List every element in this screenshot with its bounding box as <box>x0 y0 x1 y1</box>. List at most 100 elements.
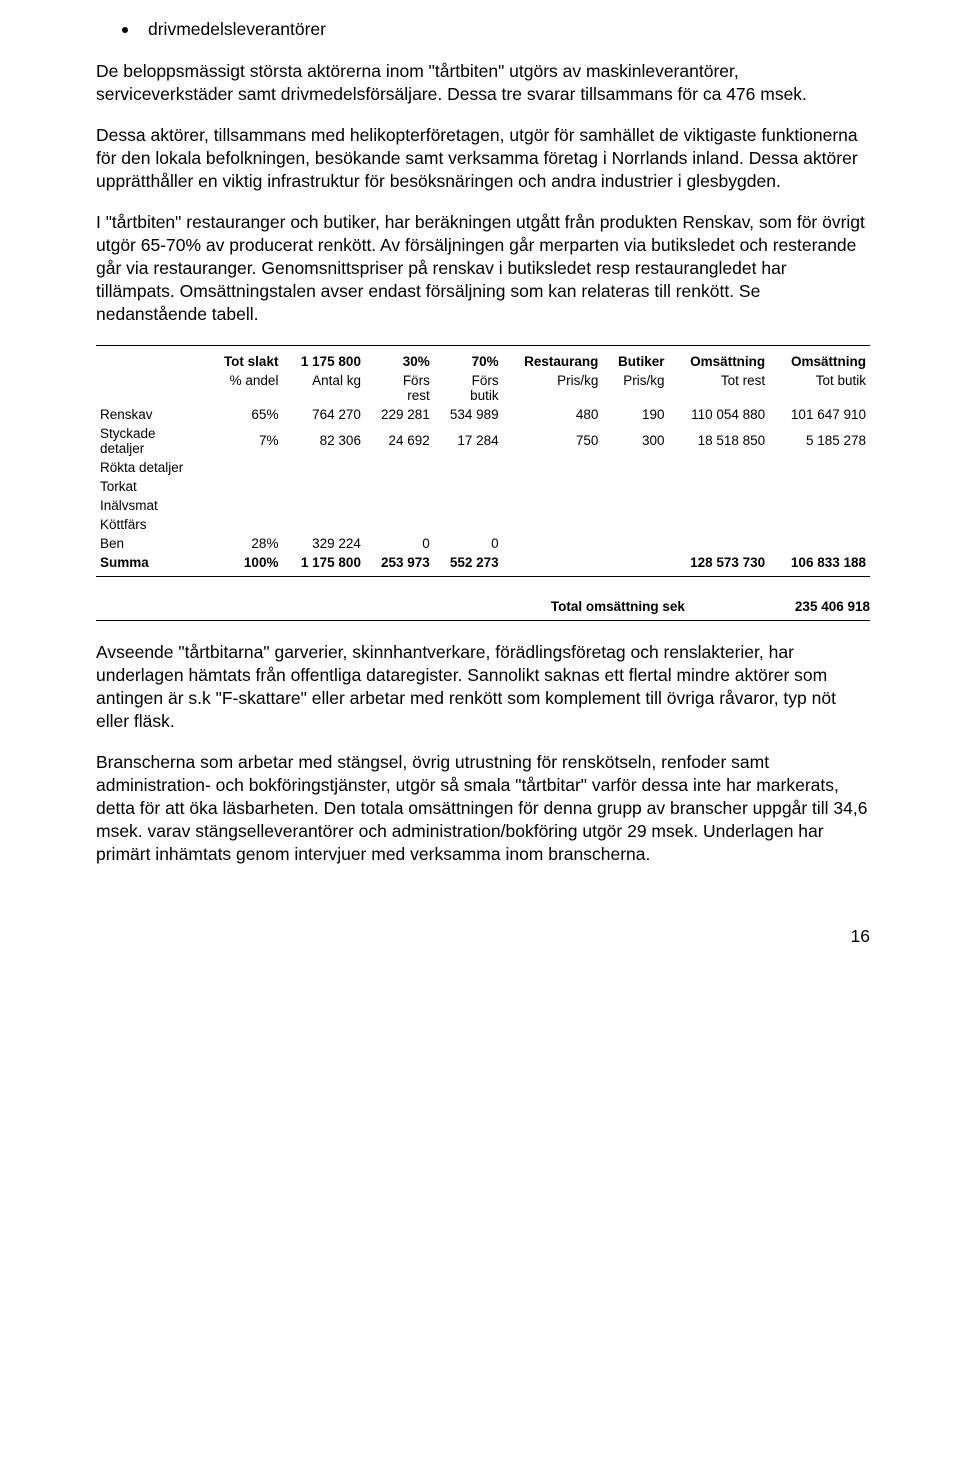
cell: 534 989 <box>434 405 503 424</box>
cell: Summa <box>96 553 207 572</box>
cell: 7% <box>207 424 283 458</box>
paragraph: Branscherna som arbetar med stängsel, öv… <box>96 751 870 866</box>
paragraph: Avseende "tårtbitarna" garverier, skinnh… <box>96 641 870 733</box>
cell: 17 284 <box>434 424 503 458</box>
cell <box>503 515 603 534</box>
table-row: Renskav65%764 270229 281534 989480190110… <box>96 405 870 424</box>
table-row: Rökta detaljer <box>96 458 870 477</box>
cell <box>282 515 365 534</box>
cell: Inälvsmat <box>96 496 207 515</box>
cell: 5 185 278 <box>769 424 870 458</box>
cell <box>434 477 503 496</box>
col-subheader: Förs rest <box>365 371 434 405</box>
cell: Torkat <box>96 477 207 496</box>
cell: 82 306 <box>282 424 365 458</box>
cell <box>365 458 434 477</box>
cell <box>668 534 769 553</box>
cell: 28% <box>207 534 283 553</box>
cell <box>207 515 283 534</box>
cell: 128 573 730 <box>668 553 769 572</box>
cell: 106 833 188 <box>769 553 870 572</box>
document-page: drivmedelsleverantörer De beloppsmässigt… <box>0 0 960 987</box>
col-subheader: % andel <box>207 371 283 405</box>
cell <box>434 496 503 515</box>
cell: 764 270 <box>282 405 365 424</box>
cell <box>434 515 503 534</box>
table-row: Köttfärs <box>96 515 870 534</box>
cell <box>503 534 603 553</box>
cell: 24 692 <box>365 424 434 458</box>
table-row: Styckadedetaljer7%82 30624 69217 2847503… <box>96 424 870 458</box>
cell <box>602 515 668 534</box>
cell <box>769 496 870 515</box>
cell: 300 <box>602 424 668 458</box>
cell: 253 973 <box>365 553 434 572</box>
data-table: Tot slakt 1 175 800 30% 70% Restaurang B… <box>96 352 870 572</box>
bullet-text: drivmedelsleverantörer <box>148 18 326 42</box>
table-row: Torkat <box>96 477 870 496</box>
col-header: Butiker <box>602 352 668 371</box>
cell <box>503 477 603 496</box>
cell: Köttfärs <box>96 515 207 534</box>
cell: 100% <box>207 553 283 572</box>
cell <box>602 458 668 477</box>
cell <box>668 515 769 534</box>
cell: 110 054 880 <box>668 405 769 424</box>
cell <box>769 477 870 496</box>
data-table-wrap: Tot slakt 1 175 800 30% 70% Restaurang B… <box>96 345 870 577</box>
cell: 480 <box>503 405 603 424</box>
cell: 190 <box>602 405 668 424</box>
bullet-item: drivmedelsleverantörer <box>122 18 870 42</box>
cell <box>282 496 365 515</box>
cell: Renskav <box>96 405 207 424</box>
bullet-icon <box>122 27 128 33</box>
cell <box>282 458 365 477</box>
cell <box>503 458 603 477</box>
cell <box>365 477 434 496</box>
table-header-row: Tot slakt 1 175 800 30% 70% Restaurang B… <box>96 352 870 371</box>
col-header: Tot slakt <box>207 352 283 371</box>
cell <box>282 477 365 496</box>
cell <box>668 477 769 496</box>
table-summary-row: Summa 100% 1 175 800 253 973 552 273 128… <box>96 553 870 572</box>
cell: 18 518 850 <box>668 424 769 458</box>
paragraph: I "tårtbiten" restauranger och butiker, … <box>96 211 870 326</box>
cell: Rökta detaljer <box>96 458 207 477</box>
cell: 0 <box>365 534 434 553</box>
total-row: Total omsättning sek 235 406 918 <box>96 599 870 621</box>
cell <box>769 515 870 534</box>
cell <box>769 458 870 477</box>
col-header: 1 175 800 <box>282 352 365 371</box>
col-subheader: Tot rest <box>668 371 769 405</box>
col-header: Omsättning <box>668 352 769 371</box>
paragraph: Dessa aktörer, tillsammans med helikopte… <box>96 124 870 193</box>
col-header: Restaurang <box>503 352 603 371</box>
col-subheader: Pris/kg <box>503 371 603 405</box>
cell <box>602 534 668 553</box>
cell: 1 175 800 <box>282 553 365 572</box>
cell <box>769 534 870 553</box>
col-header: 30% <box>365 352 434 371</box>
cell <box>602 496 668 515</box>
cell <box>434 458 503 477</box>
page-number: 16 <box>96 926 870 947</box>
cell <box>503 496 603 515</box>
total-value: 235 406 918 <box>795 599 870 614</box>
cell <box>207 477 283 496</box>
total-label: Total omsättning sek <box>551 599 685 614</box>
table-row: Ben28%329 22400 <box>96 534 870 553</box>
col-header: 70% <box>434 352 503 371</box>
cell: Styckadedetaljer <box>96 424 207 458</box>
cell: 329 224 <box>282 534 365 553</box>
cell: Ben <box>96 534 207 553</box>
cell: 750 <box>503 424 603 458</box>
cell: 229 281 <box>365 405 434 424</box>
cell: 65% <box>207 405 283 424</box>
table-row: Inälvsmat <box>96 496 870 515</box>
cell <box>207 458 283 477</box>
cell <box>668 496 769 515</box>
col-header: Omsättning <box>769 352 870 371</box>
cell <box>668 458 769 477</box>
cell: 101 647 910 <box>769 405 870 424</box>
cell: 552 273 <box>434 553 503 572</box>
